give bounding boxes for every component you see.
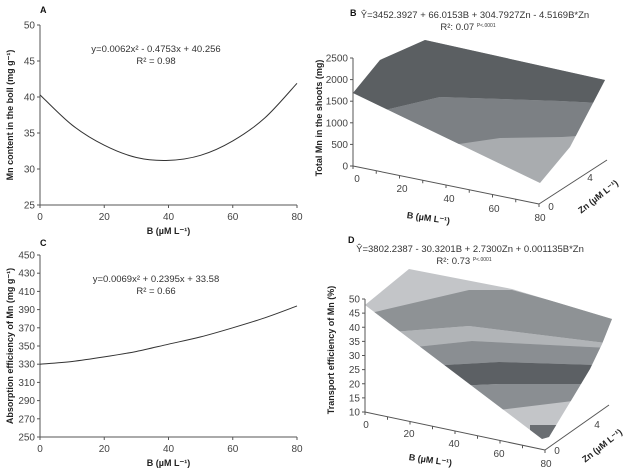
a-x-axis-title: B (µM L⁻¹) [147,226,190,236]
d-y-tick-label: 15 [349,393,361,404]
b-b-tick-label: 20 [396,184,408,195]
b-b-tick-label: 40 [443,194,455,205]
c-y-tick-label: 310 [18,378,35,389]
surface-band [530,425,560,439]
b-y-axis-title: Total Mn in the shoots (mg) [314,60,324,177]
panel-label-d: D [348,235,355,245]
b-zn-tick-label: 0 [548,202,554,213]
b-y-tick-label: 2000 [326,75,349,86]
equation-c: y=0.0069x² + 0.2395x + 33.58 [93,274,220,285]
c-x-tick-label: 60 [227,444,239,455]
d-y-tick-label: 25 [349,365,361,376]
d-y-tick-label: 40 [349,323,361,334]
a-x-tick-label: 40 [163,212,175,223]
a-y-tick-label: 50 [24,21,36,32]
a-x-tick-label: 60 [227,212,239,223]
a-y-tick-label: 45 [24,57,36,68]
r2-b: R²: 0.07 P<.0001 [440,22,495,33]
d-b-tick-label: 20 [403,429,415,440]
c-y-tick-label: 350 [18,342,35,353]
a-y-axis-title: Mn content in the boll (mg g⁻¹) [5,50,15,181]
b-zn-axis-title: Zn (µM L⁻¹) [576,178,620,215]
b-b-tick-label: 0 [354,174,360,185]
a-y-tick-label: 35 [24,129,36,140]
panel-label-c: C [40,238,47,248]
a-x-tick-label: 0 [37,212,43,223]
d-y-tick-label: 20 [349,379,361,390]
d-b-axis-title: B (µM L⁻¹) [408,452,452,468]
equation-a: y=0.0062x² - 0.4753x + 40.256 [91,44,220,55]
a-x-tick-label: 80 [291,212,303,223]
d-zn-tick-label: 0 [554,446,560,457]
a-y-tick-label: 25 [24,201,36,212]
b-y-tick-label: 2500 [326,54,349,65]
c-x-axis-title: B (µM L⁻¹) [147,458,190,468]
surface-d [365,269,612,439]
d-zn-axis-title: Zn (µM L⁻¹) [580,427,624,464]
b-y-tick-label: 0 [342,162,348,173]
d-b-tick-label: 0 [363,420,369,431]
r2-c: R² = 0.66 [136,286,175,297]
equation-d: Ŷ=3802.2387 - 30.3201B + 2.7300Zn + 0.00… [356,244,584,255]
b-y-tick-label: 1500 [326,97,349,108]
r2-d: R²: 0.73 P<.0001 [436,256,491,267]
c-x-tick-label: 80 [291,444,303,455]
d-zn-tick-label: 4 [594,420,600,431]
d-y-tick-label: 30 [349,351,361,362]
c-y-tick-label: 410 [18,287,35,298]
d-y-tick-label: 35 [349,337,361,348]
a-x-tick-label: 20 [99,212,111,223]
d-zn-axis [544,404,610,451]
d-b-tick-label: 60 [493,449,505,460]
c-y-axis-title: Absorption efficiency of Mn (mg g⁻¹) [5,268,15,424]
surface-band [365,290,612,346]
c-y-tick-label: 270 [18,414,35,425]
c-fit-curve [39,305,298,365]
b-b-tick-label: 60 [488,204,500,215]
c-y-tick-label: 290 [18,396,35,407]
a-y-tick-label: 30 [24,165,36,176]
d-y-tick-label: 10 [349,408,361,419]
surface-band [365,384,612,410]
d-b-tick-label: 40 [448,439,460,450]
b-zn-axis [538,159,608,205]
c-y-tick-label: 330 [18,360,35,371]
d-y-tick-label: 50 [349,295,361,306]
r2-a: R² = 0.98 [136,56,175,67]
d-y-tick-label: 45 [349,309,361,320]
a-fit-curve [39,82,298,161]
b-zn-tick-label: 4 [587,173,593,184]
b-y-tick-label: 1000 [326,118,349,129]
panel-label-a: A [40,5,47,15]
surface-band [365,326,612,355]
c-y-tick-label: 450 [18,251,35,262]
c-y-tick-label: 250 [18,433,35,444]
a-y-tick-label: 40 [24,93,36,104]
b-b-tick-label: 80 [534,213,546,224]
c-y-tick-label: 430 [18,269,35,280]
c-y-tick-label: 390 [18,305,35,316]
b-y-tick-label: 500 [331,140,348,151]
c-y-tick-label: 370 [18,323,35,334]
panel-label-b: B [350,8,357,18]
c-x-tick-label: 40 [163,444,175,455]
d-b-tick-label: 80 [540,459,552,470]
d-y-axis-title: Transport efficiency of Mn (%) [326,286,336,415]
equation-b: Ŷ=3452.3927 + 66.0153B + 304.7927Zn - 4.… [361,10,589,21]
c-x-tick-label: 0 [37,444,43,455]
c-x-tick-label: 20 [99,444,111,455]
b-b-axis-title: B (µM L⁻¹) [406,210,450,226]
